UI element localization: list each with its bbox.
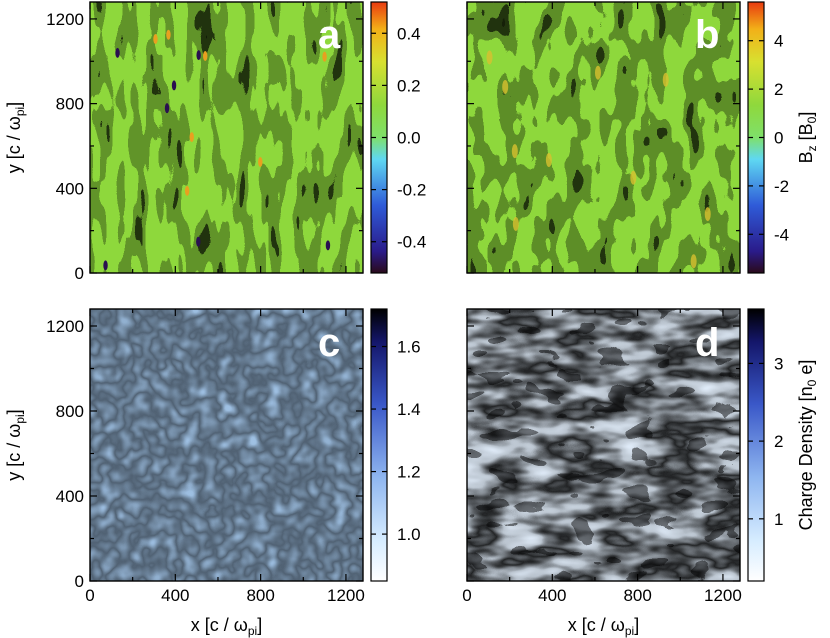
panel-b-frame — [466, 1, 741, 274]
colorbar-tick-label: -0.4 — [397, 233, 426, 252]
panel-a-frame — [89, 1, 364, 274]
field-spot — [690, 254, 697, 269]
field-spot — [545, 152, 552, 167]
field-spot — [258, 156, 263, 167]
y-tick-label: 400 — [56, 487, 84, 506]
y-tick-label: 400 — [56, 179, 84, 198]
x-tick-label: 0 — [462, 586, 471, 605]
field-spot — [630, 170, 637, 185]
colorbar-tick-label: 2 — [774, 80, 783, 99]
field-spot — [115, 47, 120, 58]
field-spot — [189, 132, 194, 143]
field-spot — [203, 50, 208, 61]
field-spot — [171, 80, 177, 91]
y-axis-title: y [c / ωpi] — [4, 409, 27, 480]
colorbar-tick-label: 4 — [774, 32, 783, 51]
y-tick-label: 0 — [75, 572, 84, 591]
panel-c: c 0 400 800 1200 0 400 800 1200 x [c / ωpi] y [c … — [4, 308, 421, 638]
panel-a-letter: a — [318, 13, 341, 57]
panel-a: a 0 400 800 1200 y [c / ωpi] -0.4 -0.2 0.0 0.2 0… — [4, 1, 426, 283]
panel-d-letter: d — [695, 321, 719, 365]
colorbar-tick-label: -4 — [774, 225, 789, 244]
colorbar-tick-label: 2 — [774, 432, 783, 451]
x-tick-label: 800 — [246, 586, 274, 605]
field-spot — [704, 207, 711, 222]
field-spot — [502, 79, 509, 94]
colorbar-tick-label: 1 — [774, 510, 783, 529]
y-tick-label: 1200 — [46, 10, 84, 29]
y-tick-label: 800 — [56, 402, 84, 421]
y-tick-label: 0 — [75, 264, 84, 283]
field-spot — [153, 34, 158, 45]
panel-c-frame — [89, 308, 364, 582]
field-spot — [196, 236, 201, 247]
x-tick-label: 800 — [623, 586, 651, 605]
x-axis-title: x [c / ωpi] — [568, 615, 639, 638]
x-axis-title: x [c / ωpi] — [191, 615, 262, 638]
colorbar-label: Charge Density [n0 e] — [796, 360, 819, 531]
x-tick-label: 400 — [538, 586, 566, 605]
panel-b-heatmap — [467, 2, 740, 273]
field-spot — [594, 65, 601, 80]
x-tick-label: 0 — [85, 586, 94, 605]
x-tick-label: 1200 — [327, 586, 365, 605]
colorbar-tick-label: 0.2 — [397, 76, 421, 95]
colorbar-label: Bz [B0] — [796, 112, 819, 164]
colorbar-tick-label: 1.2 — [397, 463, 421, 482]
colorbar-tick-label: 1.0 — [397, 525, 421, 544]
x-tick-label: 1200 — [704, 586, 742, 605]
y-axis-title: y [c / ωpi] — [4, 102, 27, 173]
x-tick-label: 400 — [161, 586, 189, 605]
panel-a-heatmap — [90, 2, 363, 273]
panel-c-heatmap — [90, 309, 363, 581]
y-tick-label: 800 — [56, 95, 84, 114]
field-spot — [662, 72, 669, 87]
field-spot — [486, 50, 493, 65]
colorbar-tick-label: 1.4 — [397, 400, 421, 419]
panel-b: b -4 -2 0 2 4 Bz [B0] — [466, 1, 819, 274]
colorbar-tick-label: 0.4 — [397, 24, 421, 43]
field-spot — [511, 144, 518, 159]
panel-b-letter: b — [695, 13, 719, 57]
y-tick-label: 1200 — [46, 317, 84, 336]
panel-c-letter: c — [318, 321, 340, 365]
field-spot — [103, 260, 108, 271]
colorbar-tick-label: 1.6 — [397, 338, 421, 357]
colorbar-tick-label: 0.0 — [397, 129, 421, 148]
field-spot — [196, 50, 201, 61]
panel-d-frame — [466, 308, 741, 582]
colorbar — [747, 308, 765, 582]
field-spot — [322, 51, 327, 62]
colorbar-tick-label: 3 — [774, 354, 783, 373]
colorbar — [370, 308, 388, 582]
colorbar-tick-label: -0.2 — [397, 181, 426, 200]
field-spot — [166, 29, 171, 40]
field-spot — [512, 216, 519, 231]
panel-d: d 0 400 800 1200 x [c / ωpi] 1 2 3 Charge Densi… — [462, 308, 819, 638]
colorbar-tick-label: -2 — [774, 177, 789, 196]
field-spot — [325, 240, 331, 251]
colorbar-tick-label: 0 — [774, 129, 783, 148]
panel-d-heatmap — [467, 309, 740, 581]
field-spot — [164, 103, 170, 114]
field-spot — [184, 185, 190, 196]
